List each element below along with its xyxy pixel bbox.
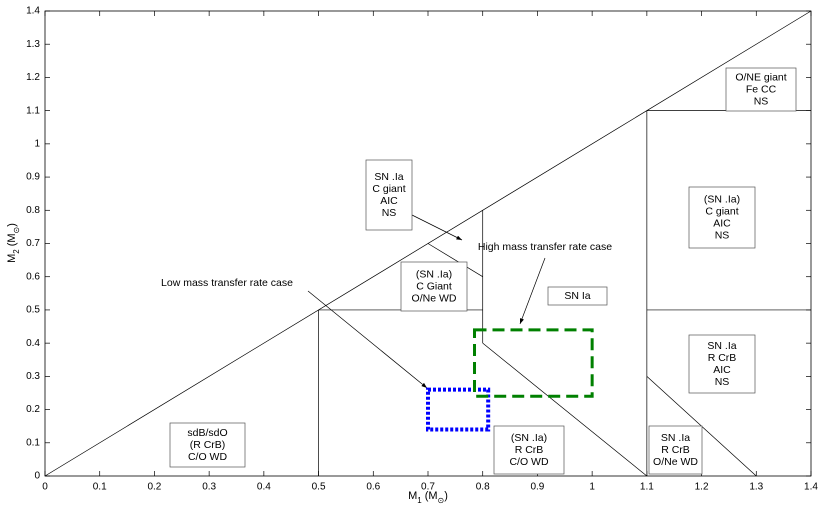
case-box bbox=[426, 387, 491, 432]
x-tick-label: 1.1 bbox=[640, 482, 654, 493]
label-part: (M bbox=[6, 233, 18, 246]
y-tick-label: 0.1 bbox=[26, 437, 40, 448]
region-label: C/O WD bbox=[188, 451, 227, 463]
region-label: SN Ia bbox=[564, 290, 590, 302]
region-label: O/Ne WD bbox=[412, 292, 457, 304]
x-tick-label: 0.7 bbox=[421, 482, 435, 493]
region-box bbox=[725, 67, 797, 112]
x-tick-label: 1.2 bbox=[695, 482, 709, 493]
x-tick-label: 0.2 bbox=[147, 482, 161, 493]
region-label: NS bbox=[754, 95, 769, 107]
region-label: AIC bbox=[713, 217, 731, 229]
y-tick-label: 0.3 bbox=[26, 371, 40, 382]
y-tick-label: 1 bbox=[34, 138, 40, 149]
x-tick-label: 1.4 bbox=[804, 482, 818, 493]
case-label: Low mass transfer rate case bbox=[161, 277, 293, 289]
region-label: (SN .Ia) bbox=[704, 193, 740, 205]
x-tick-label: 0.8 bbox=[476, 482, 490, 493]
region-label: (SN .Ia) bbox=[416, 268, 452, 280]
x-tick-label: 1.3 bbox=[749, 482, 763, 493]
label-part: M bbox=[6, 254, 18, 263]
x-tick-label: 0 bbox=[42, 482, 48, 493]
boundary bbox=[482, 342, 648, 477]
x-tick-label: 0.4 bbox=[257, 482, 271, 493]
y-tick-label: 0.2 bbox=[26, 404, 40, 415]
x-tick-label: 0.1 bbox=[93, 482, 107, 493]
label-part: M bbox=[408, 490, 417, 502]
x-tick-label: 0.5 bbox=[312, 482, 326, 493]
region-label: SN .Ia bbox=[661, 432, 690, 444]
region-label: NS bbox=[382, 207, 397, 219]
region-label: (R CrB) bbox=[190, 439, 226, 451]
y-tick-label: 0.8 bbox=[26, 205, 40, 216]
arrow bbox=[411, 214, 463, 241]
region-label: SN .Ia bbox=[707, 340, 736, 352]
case-box bbox=[473, 328, 594, 398]
region-label: O/NE giant bbox=[735, 71, 786, 83]
y-tick-label: 1.3 bbox=[26, 39, 40, 50]
region-box bbox=[547, 286, 608, 306]
region-box bbox=[365, 159, 413, 231]
ylabel-label: M2 (M⊙) bbox=[6, 223, 21, 263]
y-tick-label: 0.5 bbox=[26, 305, 40, 316]
region-label: R CrB bbox=[661, 444, 690, 456]
label-part: (M bbox=[425, 490, 438, 502]
y-tick-label: 1.2 bbox=[26, 72, 40, 83]
region-box bbox=[493, 425, 565, 475]
x-tick-label: 1 bbox=[589, 482, 595, 493]
y-tick-label: 0.7 bbox=[26, 238, 40, 249]
region-label: C giant bbox=[705, 205, 738, 217]
region-label: NS bbox=[715, 376, 730, 388]
region-label: R CrB bbox=[708, 352, 737, 364]
x-tick-label: 0.6 bbox=[366, 482, 380, 493]
region-label: AIC bbox=[380, 195, 398, 207]
region-box bbox=[688, 186, 756, 249]
region-box bbox=[169, 422, 246, 468]
y-tick-label: 1.1 bbox=[26, 105, 40, 116]
y-tick-label: 0.6 bbox=[26, 271, 40, 282]
region-label: sdB/sdO bbox=[187, 427, 227, 439]
label-sub: ⊙ bbox=[438, 496, 445, 505]
xlabel-label: M1 (M⊙) bbox=[408, 490, 448, 505]
case-label: High mass transfer rate case bbox=[478, 241, 612, 253]
arrow bbox=[519, 257, 546, 325]
region-label: SN .Ia bbox=[374, 171, 403, 183]
boundary bbox=[427, 243, 483, 278]
label-sub: 1 bbox=[417, 496, 422, 505]
region-label: C/O WD bbox=[509, 456, 548, 468]
region-label: O/Ne WD bbox=[653, 456, 698, 468]
region-label: R CrB bbox=[515, 444, 544, 456]
label-part: ) bbox=[6, 223, 18, 227]
arrow bbox=[307, 290, 428, 389]
label-sub: 2 bbox=[12, 249, 21, 254]
y-tick-label: 0 bbox=[34, 471, 40, 482]
y-tick-label: 0.4 bbox=[26, 338, 40, 349]
x-tick-label: 0.3 bbox=[202, 482, 216, 493]
region-box bbox=[400, 261, 468, 312]
region-label: NS bbox=[715, 229, 730, 241]
region-label: (SN .Ia) bbox=[511, 432, 547, 444]
region-box bbox=[688, 334, 756, 394]
region-label: AIC bbox=[713, 364, 731, 376]
y-tick-label: 0.9 bbox=[26, 172, 40, 183]
y-tick-label: 1.4 bbox=[26, 6, 40, 17]
x-tick-label: 0.9 bbox=[530, 482, 544, 493]
region-box bbox=[648, 425, 703, 475]
region-label: C Giant bbox=[416, 280, 452, 292]
label-sub: ⊙ bbox=[12, 227, 21, 234]
region-label: C giant bbox=[372, 183, 405, 195]
label-part: ) bbox=[444, 490, 448, 502]
region-label: Fe CC bbox=[746, 83, 777, 95]
